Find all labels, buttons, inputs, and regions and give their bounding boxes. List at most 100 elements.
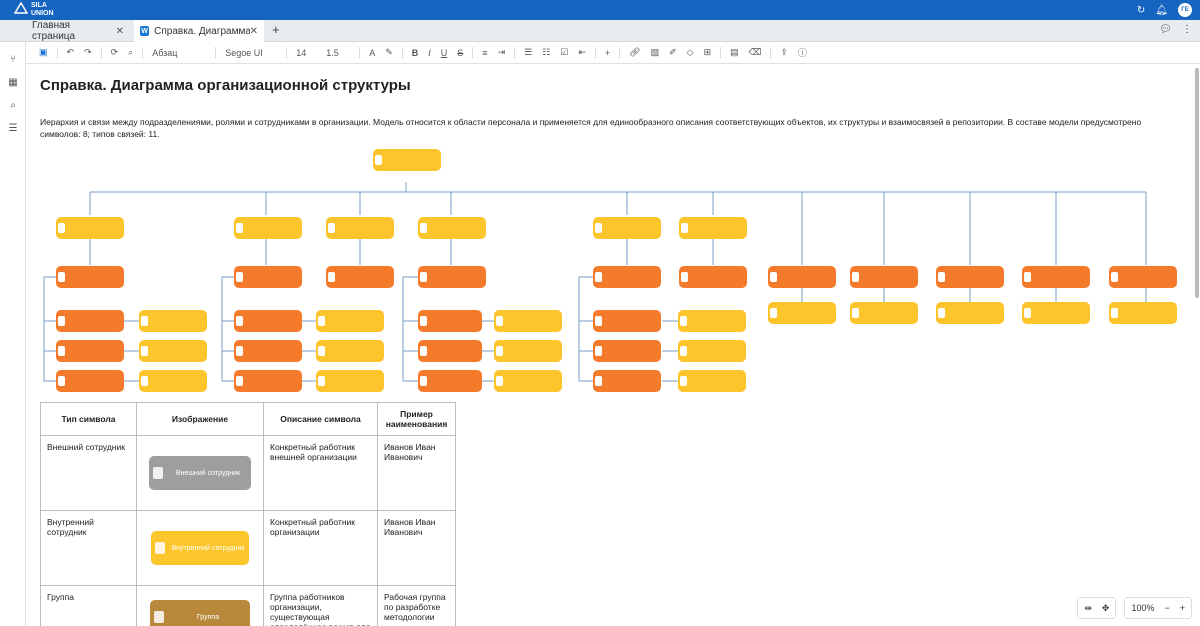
org-node-department[interactable] [850, 266, 918, 288]
insert-icon[interactable]: + [604, 47, 611, 58]
app-logo[interactable]: SILA UNION [14, 2, 54, 18]
org-node-head[interactable] [139, 310, 207, 332]
undo-icon[interactable]: ↶ [66, 47, 75, 57]
org-node-department[interactable] [936, 266, 1004, 288]
close-icon[interactable]: ✕ [115, 25, 124, 37]
sync-icon[interactable]: ⟳ [110, 47, 119, 57]
refresh-icon[interactable]: ↻ [1136, 4, 1146, 16]
org-node-department[interactable] [234, 266, 302, 288]
org-node-department[interactable] [593, 266, 661, 288]
org-node-department[interactable] [1022, 266, 1090, 288]
outdent-icon[interactable]: ⇤ [578, 47, 586, 57]
org-node-head[interactable] [1022, 302, 1090, 324]
table-icon[interactable]: ⊞ [703, 47, 712, 57]
apps-icon[interactable]: ▦ [8, 77, 18, 88]
org-node-director[interactable] [234, 217, 302, 239]
draw-icon[interactable]: ◇ [686, 47, 694, 57]
org-node-head[interactable] [1109, 302, 1177, 324]
org-node-department[interactable] [768, 266, 836, 288]
paragraph-select[interactable]: Абзац [152, 47, 178, 58]
org-node-unit[interactable] [56, 340, 124, 362]
text-color-icon[interactable]: A [369, 47, 376, 58]
org-node-unit[interactable] [234, 310, 302, 332]
org-node-head[interactable] [768, 302, 836, 324]
org-node-unit[interactable] [593, 340, 661, 362]
add-tab-button[interactable]: + [272, 22, 280, 37]
underline-icon[interactable]: U [440, 47, 448, 58]
org-node-head[interactable] [139, 340, 207, 362]
org-node-department[interactable] [418, 266, 486, 288]
org-node-unit[interactable] [234, 340, 302, 362]
indent-icon[interactable]: ⇥ [497, 47, 506, 57]
find-icon[interactable]: ⌕ [128, 47, 134, 57]
logo-icon [14, 2, 28, 14]
numbered-list-icon[interactable]: ☷ [542, 47, 551, 57]
tab-help-diagram[interactable]: W Справка. Диаграмма с ✕ [134, 20, 264, 42]
font-size-select[interactable]: 14 [296, 47, 307, 58]
export-icon[interactable]: ⇪ [780, 47, 788, 57]
org-node-head[interactable] [494, 310, 562, 332]
org-node-head[interactable] [494, 370, 562, 392]
org-node-ceo[interactable] [373, 149, 441, 171]
strikethrough-icon[interactable]: S [457, 47, 464, 58]
org-node-unit[interactable] [56, 370, 124, 392]
filters-icon[interactable]: ☰ [8, 123, 18, 134]
zoom-in-button[interactable]: + [1179, 603, 1185, 613]
bullet-list-icon[interactable]: ☰ [524, 47, 533, 57]
org-node-director[interactable] [679, 217, 747, 239]
org-node-head[interactable] [494, 340, 562, 362]
org-node-head[interactable] [316, 340, 384, 362]
align-icon[interactable]: ≡ [482, 47, 488, 58]
image-icon[interactable]: ▨ [650, 47, 660, 57]
fit-width-icon[interactable]: ⇹ [1084, 602, 1092, 613]
clear-format-icon[interactable]: ⌫ [748, 47, 762, 57]
org-node-department[interactable] [56, 266, 124, 288]
org-chart-diagram[interactable] [26, 145, 1194, 403]
org-node-head[interactable] [678, 370, 746, 392]
zoom-out-button[interactable]: − [1164, 603, 1170, 613]
vertical-scrollbar[interactable] [1195, 68, 1199, 298]
org-node-head[interactable] [316, 310, 384, 332]
info-icon[interactable]: ⓘ [797, 48, 807, 58]
redo-icon[interactable]: ↷ [84, 47, 92, 57]
org-node-head[interactable] [139, 370, 207, 392]
close-icon[interactable]: ✕ [249, 25, 258, 37]
search-icon[interactable]: ⌕ [10, 100, 16, 111]
highlight-icon[interactable]: ✎ [385, 47, 393, 57]
embed-icon[interactable]: ▤ [730, 47, 739, 57]
link-icon[interactable]: 🔗︎ [629, 47, 641, 57]
tab-home[interactable]: Главная страница ✕ [26, 20, 130, 42]
org-node-head[interactable] [678, 310, 746, 332]
tree-icon[interactable]: ⑂ [10, 54, 16, 65]
org-node-department[interactable] [1109, 266, 1177, 288]
org-node-head[interactable] [850, 302, 918, 324]
org-node-unit[interactable] [418, 370, 482, 392]
italic-icon[interactable]: I [428, 47, 431, 58]
org-node-director[interactable] [56, 217, 124, 239]
line-height-select[interactable]: 1.5 [326, 47, 339, 58]
font-select[interactable]: Segoe UI [225, 47, 263, 58]
org-node-unit[interactable] [418, 310, 482, 332]
more-icon[interactable]: ⋮ [1182, 24, 1192, 35]
attachment-icon[interactable]: ✐ [669, 47, 677, 57]
org-node-unit[interactable] [234, 370, 302, 392]
org-node-unit[interactable] [418, 340, 482, 362]
bold-icon[interactable]: B [411, 47, 419, 58]
org-node-director[interactable] [326, 217, 394, 239]
org-node-director[interactable] [418, 217, 486, 239]
org-node-head[interactable] [316, 370, 384, 392]
org-node-department[interactable] [326, 266, 394, 288]
pan-icon[interactable]: ✥ [1101, 602, 1110, 613]
org-node-unit[interactable] [593, 370, 661, 392]
checklist-icon[interactable]: ☑ [560, 47, 569, 57]
avatar[interactable]: ГЕ [1178, 3, 1192, 17]
org-node-unit[interactable] [593, 310, 661, 332]
org-node-unit[interactable] [56, 310, 124, 332]
save-icon[interactable]: ▣ [39, 47, 48, 57]
notifications-icon[interactable]: 🔔︎ [1155, 4, 1168, 16]
comments-icon[interactable]: 💬︎ [1159, 24, 1172, 35]
org-node-department[interactable] [679, 266, 747, 288]
org-node-director[interactable] [593, 217, 661, 239]
org-node-head[interactable] [936, 302, 1004, 324]
org-node-head[interactable] [678, 340, 746, 362]
